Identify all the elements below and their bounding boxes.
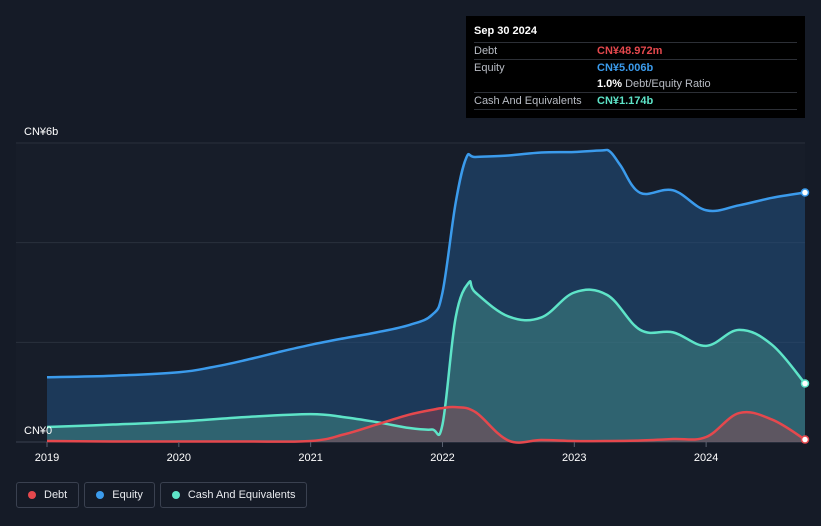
tooltip-equity-label: Equity bbox=[474, 62, 505, 74]
legend-cash-label: Cash And Equivalents bbox=[187, 489, 296, 501]
legend: Debt Equity Cash And Equivalents bbox=[16, 482, 308, 508]
debt-end-dot bbox=[800, 435, 810, 444]
cash-area bbox=[47, 281, 805, 442]
series-areas bbox=[47, 149, 805, 443]
x-tick-label-2024: 2024 bbox=[694, 452, 718, 464]
equity-area bbox=[47, 149, 805, 442]
tooltip-date: Sep 30 2024 bbox=[474, 25, 537, 37]
y-axis-max-label: CN¥6b bbox=[24, 126, 59, 138]
legend-debt-label: Debt bbox=[44, 489, 68, 501]
tooltip-row-equity: Equity CN¥5.006b bbox=[474, 59, 797, 76]
series-end-dots bbox=[800, 188, 810, 444]
legend-cash-dot-icon bbox=[171, 491, 180, 499]
x-tick-label-2019: 2019 bbox=[35, 452, 59, 464]
x-tick-label-2021: 2021 bbox=[298, 452, 322, 464]
legend-item-cash[interactable]: Cash And Equivalents bbox=[159, 482, 308, 508]
x-tick-label-2023: 2023 bbox=[562, 452, 586, 464]
tooltip-panel: Sep 30 2024 Debt CN¥48.972m Equity CN¥5.… bbox=[466, 16, 805, 118]
equity-end-dot bbox=[800, 188, 810, 197]
tooltip-ratio-label: Debt/Equity Ratio bbox=[625, 78, 711, 90]
legend-item-debt[interactable]: Debt bbox=[16, 482, 80, 508]
tooltip-cash-label: Cash And Equivalents bbox=[474, 95, 582, 107]
x-tick-label-2022: 2022 bbox=[430, 452, 454, 464]
series-lines bbox=[46, 148, 806, 444]
tooltip-row-ratio: 1.0% Debt/Equity Ratio bbox=[474, 76, 797, 92]
cash-end-dot bbox=[800, 379, 810, 388]
debt-area bbox=[47, 406, 805, 443]
tooltip-row-debt: Debt CN¥48.972m bbox=[474, 42, 797, 59]
tooltip-row-cash: Cash And Equivalents CN¥1.174b bbox=[474, 92, 797, 110]
legend-equity-dot-icon bbox=[96, 491, 105, 499]
cash-line bbox=[46, 280, 806, 437]
tooltip-cash-value: CN¥1.174b bbox=[597, 95, 654, 107]
tooltip-equity-value: CN¥5.006b bbox=[597, 62, 654, 74]
tooltip-ratio-spacer bbox=[474, 76, 597, 92]
debt-line bbox=[46, 405, 806, 444]
x-tick-label-2020: 2020 bbox=[167, 452, 191, 464]
tooltip-debt-label: Debt bbox=[474, 45, 498, 57]
legend-item-equity[interactable]: Equity bbox=[84, 482, 155, 508]
equity-line bbox=[46, 148, 806, 379]
tooltip-debt-value: CN¥48.972m bbox=[597, 45, 663, 57]
tooltip-ratio-value: 1.0% bbox=[597, 78, 623, 90]
x-axis-ticks: 2019 2020 2021 2022 2023 2024 bbox=[35, 442, 718, 464]
legend-equity-label: Equity bbox=[112, 489, 143, 501]
y-axis-min-label: CN¥0 bbox=[24, 425, 53, 437]
legend-debt-dot-icon bbox=[28, 491, 36, 499]
